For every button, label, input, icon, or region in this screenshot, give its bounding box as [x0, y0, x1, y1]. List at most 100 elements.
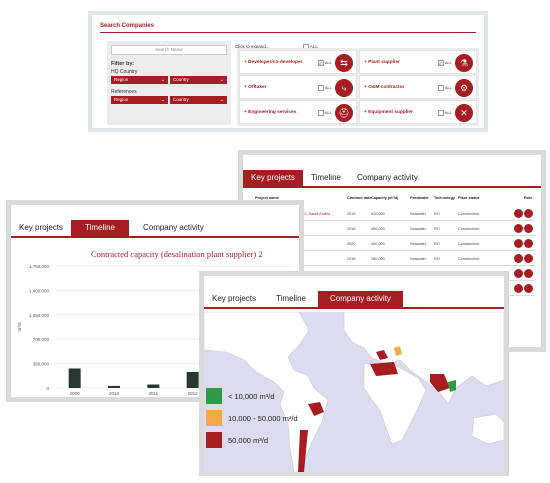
references-label: References: [111, 89, 137, 95]
all-toggle[interactable]: ✓ ALL: [438, 60, 452, 66]
search-name-input[interactable]: Search Name: [111, 45, 227, 55]
ref-region-value: Region: [114, 97, 129, 102]
ref-country-value: Country: [173, 97, 189, 102]
ref-country-select[interactable]: Country ⌄: [170, 96, 227, 104]
category-developer[interactable]: + Developer/co-developer ✓ ALL ⇆: [239, 50, 357, 74]
all-toggle[interactable]: ALL: [318, 85, 332, 91]
table-row[interactable]: 2016 450,000 Seawater RO Construction: [255, 222, 535, 236]
category-label: + Developer/co-developer: [244, 60, 303, 65]
checkbox[interactable]: [438, 85, 444, 91]
all-toggle[interactable]: ✓ ALL: [318, 60, 332, 66]
expand-label: Click to expand...: [235, 44, 270, 50]
tap-icon: ⤷: [335, 79, 353, 97]
role-icon: [514, 284, 523, 293]
italy-region[interactable]: [394, 346, 402, 356]
tab-timeline[interactable]: Timeline: [311, 173, 341, 182]
tab-company-activity[interactable]: Company activity: [356, 173, 418, 182]
legend-label: 50,000 m³/d: [228, 435, 269, 445]
checkbox-checked[interactable]: ✓: [318, 60, 324, 66]
role-icon: [514, 224, 523, 233]
category-offtaker[interactable]: + Offtaker ALL ⤷: [239, 75, 357, 99]
table-cell-feed: Seawater: [410, 257, 427, 261]
tab-company-activity[interactable]: Company activity: [142, 223, 204, 232]
table-cell-date: 2016: [347, 257, 356, 261]
search-companies-panel: Search Companies Search Name Filter by: …: [88, 11, 488, 132]
venezuela-region[interactable]: [308, 402, 324, 416]
all-toggle[interactable]: ALL: [438, 85, 452, 91]
category-label: + Offtaker: [244, 85, 267, 90]
saudi-region[interactable]: [430, 374, 450, 392]
col-project-name[interactable]: Project name: [255, 196, 279, 200]
all-toggle[interactable]: ALL: [438, 110, 452, 116]
world-map[interactable]: [204, 312, 504, 472]
all-label: ALL: [324, 85, 333, 91]
all-label: ALL: [444, 85, 453, 91]
tab-key-projects[interactable]: Key projects: [19, 223, 64, 232]
table-cell-feed: Seawater: [410, 227, 427, 231]
y-tick-label: 700,000: [33, 337, 50, 342]
x-tick-label: 2010: [109, 391, 120, 396]
africa: [363, 361, 427, 445]
tab-timeline[interactable]: Timeline: [71, 220, 129, 236]
hq-country-select[interactable]: Country ⌄: [170, 76, 227, 84]
plant-icon: ⚗: [455, 54, 473, 72]
y-tick-label: 1,750,000: [29, 264, 50, 269]
table-cell-capacity: 450,000: [371, 227, 385, 231]
all-label: ALL: [444, 110, 453, 116]
table-cell-date: 2016: [347, 227, 356, 231]
table-cell-feed: Seawater: [410, 212, 427, 216]
col-technology[interactable]: Technology: [434, 196, 456, 200]
col-capacity[interactable]: Capacity (m³/d): [371, 196, 399, 200]
col-contract-date[interactable]: Contract date: [347, 196, 372, 200]
col-feedwater[interactable]: Feedwater: [410, 196, 429, 200]
australia: [471, 413, 504, 445]
developer-icon: ⇆: [335, 54, 353, 72]
tab-key-projects[interactable]: Key projects: [212, 294, 257, 303]
role-icon: [514, 239, 523, 248]
helmet-icon: ⛑: [335, 104, 353, 122]
category-equipment[interactable]: + Equipment supplier ALL ✕: [359, 100, 477, 124]
category-label: + Plant supplier: [364, 60, 400, 65]
role-icon: [524, 224, 533, 233]
col-role[interactable]: Role: [524, 196, 533, 200]
chile-region[interactable]: [298, 430, 308, 472]
role-icon: [514, 269, 523, 278]
spain-region[interactable]: [376, 350, 388, 360]
x-tick-label: 2009: [70, 391, 81, 396]
ref-region-select[interactable]: Region ⌄: [111, 96, 168, 104]
checkbox-checked[interactable]: ✓: [438, 60, 444, 66]
hq-region-select[interactable]: Region ⌄: [111, 76, 168, 84]
y-tick-label: 1,400,000: [29, 288, 50, 293]
category-engineering[interactable]: + Engineering services ALL ⛑: [239, 100, 357, 124]
search-title: Search Companies: [100, 23, 155, 29]
hq-region-value: Region: [114, 77, 129, 82]
eurasia: [343, 312, 504, 405]
legend-large: 50,000 m³/d: [206, 432, 268, 448]
role-icon: [514, 209, 523, 218]
legend-swatch-orange: [206, 410, 222, 426]
table-row[interactable]: 2016 260,000 Seawater RO Construction: [255, 252, 535, 266]
chart-title: Contracted capacity (desalination plant …: [91, 249, 263, 259]
table-row[interactable]: 2020 400,000 Seawater RO Construction: [255, 237, 535, 251]
tab-key-projects[interactable]: Key projects: [243, 170, 304, 186]
tab-company-activity[interactable]: Company activity: [317, 291, 403, 307]
col-plant-status[interactable]: Plant status: [458, 196, 480, 200]
y-tick-label: 1,050,000: [29, 313, 50, 318]
oman-region[interactable]: [448, 380, 456, 392]
all-label: ALL: [324, 60, 333, 66]
category-label: + Engineering services: [244, 110, 297, 115]
category-om-contractor[interactable]: + O&M contractor ALL ⚙: [359, 75, 477, 99]
legend-swatch-green: [206, 388, 222, 404]
checkbox[interactable]: [318, 85, 324, 91]
category-plant-supplier[interactable]: + Plant supplier ✓ ALL ⚗: [359, 50, 477, 74]
y-tick-label: 350,000: [33, 362, 50, 367]
north-africa-region[interactable]: [370, 362, 398, 376]
role-icon: [524, 209, 533, 218]
table-cell-capacity: 620,000: [371, 212, 385, 216]
checkbox[interactable]: [318, 110, 324, 116]
legend-small: < 10,000 m³/d: [206, 388, 275, 404]
checkbox[interactable]: [438, 110, 444, 116]
table-cell-status: Construction: [458, 227, 480, 231]
tab-timeline[interactable]: Timeline: [276, 294, 306, 303]
all-toggle[interactable]: ALL: [318, 110, 332, 116]
